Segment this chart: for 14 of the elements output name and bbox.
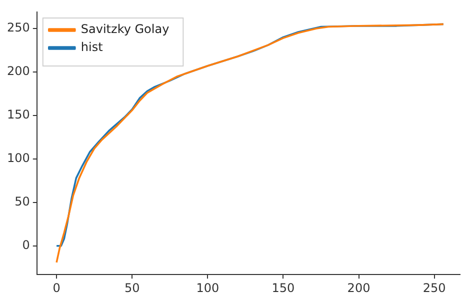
- x-tick-label: 0: [52, 280, 60, 295]
- y-tick-label: 100: [7, 151, 30, 166]
- y-tick-label: 0: [22, 238, 30, 252]
- x-tick-label: 100: [196, 280, 220, 295]
- x-tick-label: 50: [124, 280, 140, 295]
- x-tick-label: 250: [422, 280, 446, 295]
- y-tick-label: 50: [14, 194, 30, 209]
- x-tick-label: 200: [347, 280, 370, 295]
- legend-label: Savitzky Golay: [80, 22, 170, 36]
- y-tick-label: 250: [7, 20, 30, 35]
- y-tick-label: 150: [7, 108, 30, 122]
- legend-label: hist: [80, 40, 104, 54]
- x-tick-label: 150: [272, 280, 295, 295]
- y-tick-label: 200: [7, 64, 30, 78]
